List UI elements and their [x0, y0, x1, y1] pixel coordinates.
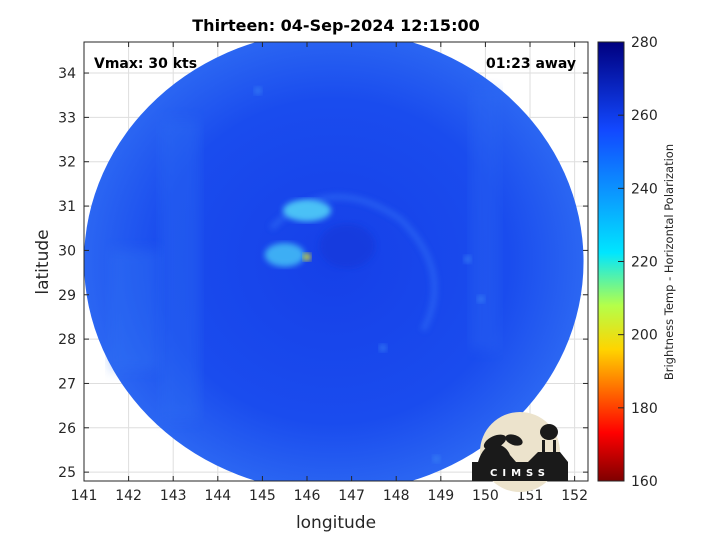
hot-spot: [303, 253, 312, 262]
y-tick-label: 32: [58, 155, 76, 171]
y-tick-label: 27: [58, 376, 76, 392]
scattered-cloud: [432, 454, 441, 463]
x-axis: 141 142 143 144 145 146 147 148 149 150 151 152: [71, 42, 588, 504]
convective-patch: [283, 199, 332, 222]
y-axis: 25 26 27 28 29 30 31 32 33 34: [58, 66, 588, 481]
y-tick-label: 30: [58, 243, 76, 259]
scattered-cloud: [378, 343, 387, 352]
x-tick-label: 151: [517, 488, 544, 504]
y-tick-label: 25: [58, 465, 76, 481]
axes-frame: [83, 41, 589, 482]
colorbar-tick-label: 220: [631, 255, 658, 271]
x-tick-label: 143: [160, 488, 187, 504]
logo-text: CIMSS: [490, 468, 550, 479]
storm-center: [319, 223, 376, 268]
y-tick-label: 26: [58, 421, 76, 437]
x-tick-label: 149: [427, 488, 454, 504]
texture-band: [110, 250, 160, 370]
x-axis-label: longitude: [296, 513, 376, 533]
x-tick-label: 148: [383, 488, 410, 504]
convective-patch: [264, 242, 305, 267]
scattered-cloud: [463, 255, 472, 264]
time-away-annotation: 01:23 away: [486, 56, 576, 72]
colorbar-tick-label: 240: [631, 181, 658, 197]
x-tick-label: 147: [338, 488, 365, 504]
swath-image: [84, 42, 584, 481]
x-tick-label: 141: [71, 488, 98, 504]
x-tick-label: 146: [294, 488, 321, 504]
vmax-annotation: Vmax: 30 kts: [94, 56, 197, 72]
y-axis-label: latitude: [33, 229, 53, 294]
x-tick-label: 145: [249, 488, 276, 504]
x-tick-label: 152: [561, 488, 588, 504]
y-tick-label: 28: [58, 332, 76, 348]
colorbar-tick-label: 280: [631, 35, 658, 51]
x-tick-label: 150: [472, 488, 499, 504]
y-tick-label: 31: [58, 199, 76, 215]
colorbar-ticks: 160 180 200 220 240 260 280: [618, 35, 658, 490]
texture-band: [470, 90, 500, 350]
cimss-logo: CIMSS: [472, 412, 568, 492]
y-tick-label: 33: [58, 110, 76, 126]
y-tick-label: 29: [58, 288, 76, 304]
x-tick-label: 144: [204, 488, 231, 504]
colorbar-tick-label: 180: [631, 401, 658, 417]
x-tick-label: 142: [115, 488, 142, 504]
y-tick-label: 34: [58, 66, 76, 82]
scattered-cloud: [476, 295, 485, 304]
chart-title: Thirteen: 04-Sep-2024 12:15:00: [192, 16, 479, 35]
colorbar-label: Brightness Temp - Horizontal Polarizatio…: [662, 144, 676, 380]
colorbar-tick-label: 260: [631, 108, 658, 124]
scattered-cloud: [253, 86, 262, 95]
colorbar-tick-label: 160: [631, 474, 658, 490]
texture-band: [160, 120, 200, 420]
colorbar-tick-label: 200: [631, 328, 658, 344]
